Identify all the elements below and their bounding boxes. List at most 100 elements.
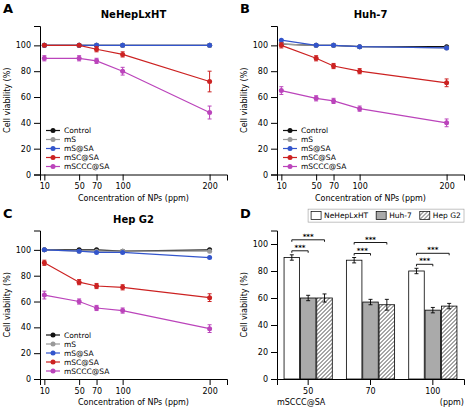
tick-mark — [334, 175, 335, 181]
tick-label: 100 — [253, 240, 268, 249]
tick: 40 — [258, 321, 277, 330]
tick-label: 10 — [40, 387, 50, 396]
significance-label: *** — [294, 244, 305, 252]
legend: ControlmSmS@SAmSC@SAmSCCC@SA — [46, 126, 110, 171]
point — [42, 56, 47, 61]
point — [120, 285, 125, 290]
tick: 0 — [26, 375, 40, 384]
error-bar — [385, 299, 389, 310]
tick-mark — [79, 379, 80, 385]
tick: 100 — [16, 246, 40, 255]
legend-item: mS@SA — [283, 144, 331, 153]
tick-mark — [360, 175, 361, 181]
legend-label: Control — [301, 126, 328, 135]
tick-label: 70 — [92, 387, 102, 396]
legend-marker — [288, 155, 293, 160]
error-bar — [42, 291, 46, 299]
legend-marker — [51, 164, 56, 169]
plot-area — [279, 38, 449, 127]
y-axis-title: Cell viability (%) — [3, 272, 12, 337]
legend-item: Hep G2 — [420, 211, 461, 220]
tick: 100 — [253, 240, 277, 249]
point — [314, 43, 319, 48]
tick-label: 40 — [258, 119, 268, 128]
tick: 0 — [263, 375, 277, 384]
legend-marker — [51, 369, 56, 374]
error-bar — [77, 280, 81, 285]
point — [77, 249, 82, 254]
point — [42, 293, 47, 298]
error-bar — [208, 294, 212, 302]
line — [281, 91, 446, 123]
error-bar — [447, 303, 451, 308]
error-bar — [77, 299, 81, 304]
error-bar — [208, 71, 212, 92]
point — [357, 44, 362, 49]
tick-label: 70 — [329, 182, 339, 191]
plot-area — [284, 255, 457, 379]
chart-container: 105070100200020406080100ANeHepLxHTCell v… — [0, 0, 474, 409]
tick: 10 — [277, 175, 287, 192]
plot-area — [42, 247, 212, 332]
tick-mark — [97, 379, 98, 385]
error-bar — [414, 268, 418, 273]
significance-label: *** — [357, 247, 368, 255]
series — [300, 295, 440, 379]
point — [314, 43, 319, 48]
legend-item: Control — [46, 126, 91, 135]
point — [314, 43, 319, 48]
title: Hep G2 — [113, 214, 154, 225]
legend-label: Control — [64, 126, 91, 135]
tick-mark — [271, 244, 277, 245]
point — [331, 43, 336, 48]
tick-mark — [44, 175, 45, 181]
error-bar — [445, 79, 449, 87]
point — [444, 45, 449, 50]
bar — [425, 310, 441, 379]
error-bar — [208, 106, 212, 119]
tick-label: 100 — [16, 41, 31, 50]
x-axis: 105070100200 — [277, 175, 465, 192]
legend-label: mSC@SA — [301, 153, 337, 162]
series — [284, 255, 424, 379]
x-axis-title: Concentration of NPs (ppm) — [78, 398, 189, 407]
tick: 200 — [202, 379, 217, 396]
error-bar — [121, 285, 125, 290]
tick-mark — [281, 175, 282, 181]
tick-mark — [34, 302, 40, 303]
legend-marker — [51, 128, 56, 133]
point — [120, 250, 125, 255]
significance-label: *** — [303, 233, 314, 241]
series — [42, 260, 212, 301]
legend-marker — [288, 128, 293, 133]
line — [44, 295, 209, 329]
legend-label: NeHepLxHT — [324, 211, 368, 220]
line — [44, 45, 209, 81]
tick-mark — [34, 123, 40, 124]
error-bar — [358, 106, 362, 111]
legend-item: mS@SA — [46, 349, 94, 358]
point — [77, 43, 82, 48]
error-bar — [95, 47, 99, 52]
point — [207, 249, 212, 254]
legend-swatch — [420, 212, 430, 220]
tick-mark — [210, 379, 211, 385]
legend: ControlmSmS@SAmSC@SAmSCCC@SA — [283, 126, 347, 171]
tick-label: 0 — [26, 375, 31, 384]
error-bar — [121, 67, 125, 75]
line — [44, 58, 209, 112]
error-bar — [95, 305, 99, 310]
tick: 20 — [258, 145, 277, 154]
point — [94, 47, 99, 52]
legend: ControlmSmS@SAmSC@SAmSCCC@SA — [46, 331, 110, 376]
tick-label: 40 — [258, 321, 268, 330]
point — [120, 52, 125, 57]
legend-marker — [51, 146, 56, 151]
tick-label: 70 — [365, 387, 375, 396]
tick: 70 — [92, 379, 102, 396]
series — [42, 247, 212, 260]
line — [281, 45, 446, 82]
tick-mark — [271, 97, 277, 98]
point — [77, 280, 82, 285]
tick-label: 20 — [258, 348, 268, 357]
